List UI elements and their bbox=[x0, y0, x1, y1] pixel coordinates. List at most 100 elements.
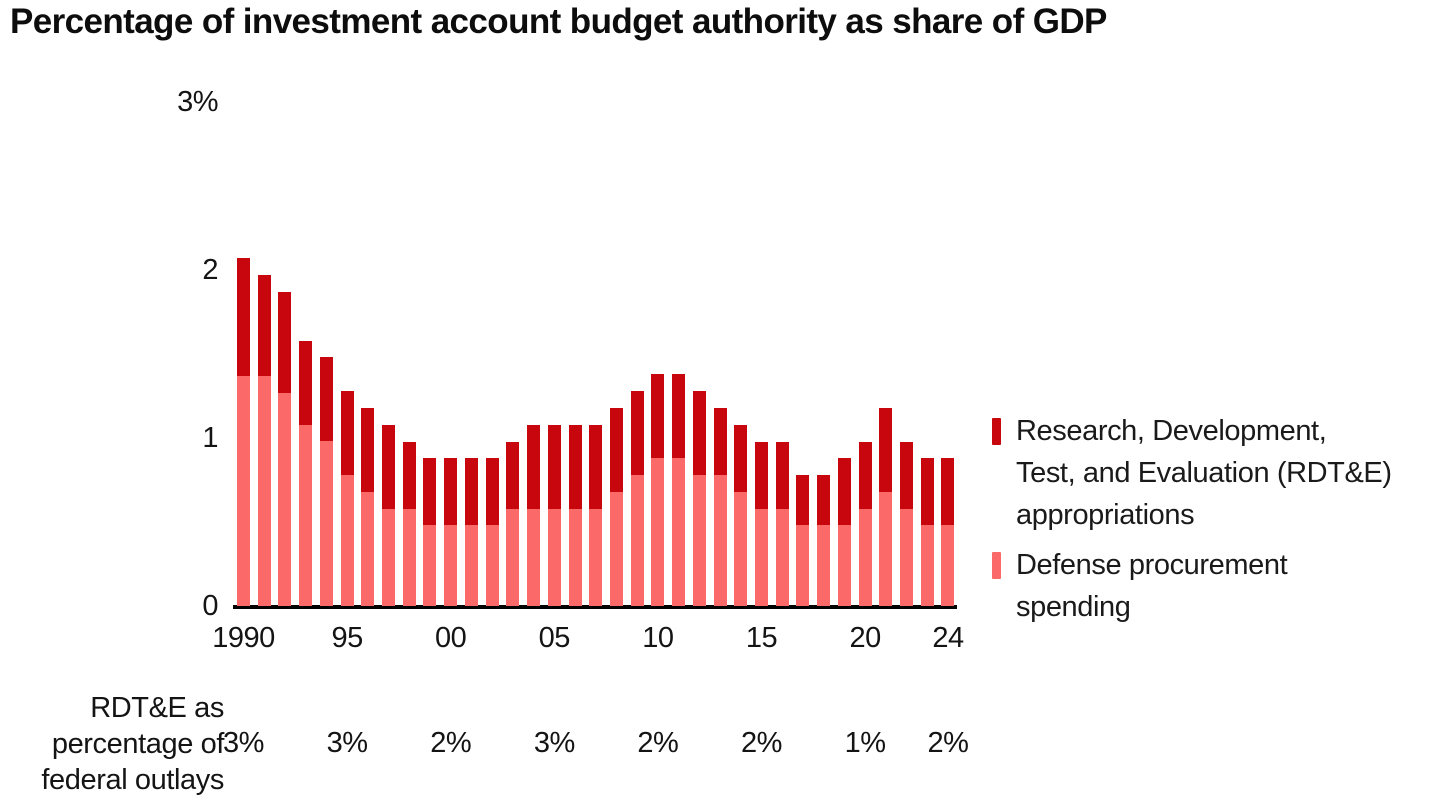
x-tick-label-2015: 15 bbox=[745, 622, 778, 654]
x-tick-label-2010: 10 bbox=[642, 622, 674, 654]
bar-2005 bbox=[547, 425, 561, 606]
bar-1995 bbox=[340, 391, 354, 606]
bar-2010-rdte-segment bbox=[651, 374, 665, 458]
bar-2012 bbox=[692, 391, 706, 606]
bar-2013-rdte-segment bbox=[713, 408, 727, 475]
legend-label-line: appropriations bbox=[1016, 499, 1195, 531]
footnote-value-2000: 2% bbox=[430, 727, 472, 759]
bar-2021-procurement-segment bbox=[879, 492, 893, 606]
bar-2024 bbox=[941, 458, 955, 606]
bar-2009-rdte-segment bbox=[630, 391, 644, 475]
bar-2000-rdte-segment bbox=[444, 458, 458, 525]
bar-2012-procurement-segment bbox=[692, 475, 706, 606]
footnote-value-1990: 3% bbox=[223, 727, 264, 759]
bar-2008-rdte-segment bbox=[609, 408, 623, 492]
bar-2006-procurement-segment bbox=[568, 509, 582, 606]
bar-2015-rdte-segment bbox=[755, 442, 768, 509]
bar-1998-procurement-segment bbox=[402, 509, 416, 606]
bar-2018-rdte-segment bbox=[817, 475, 831, 525]
footnote-label: RDT&E as percentage of federal outlays bbox=[41, 690, 224, 798]
bar-1990-procurement-segment bbox=[237, 376, 250, 606]
bar-2007-rdte-segment bbox=[589, 425, 603, 509]
y-tick-label-2: 2 bbox=[202, 254, 218, 286]
bar-2001-rdte-segment bbox=[464, 458, 478, 525]
bar-2016 bbox=[775, 442, 789, 606]
bar-2003-procurement-segment bbox=[506, 509, 520, 606]
bar-2013-procurement-segment bbox=[713, 475, 727, 606]
bar-2009-procurement-segment bbox=[630, 475, 644, 606]
bar-1998-rdte-segment bbox=[402, 442, 416, 509]
bar-2024-rdte-segment bbox=[941, 458, 955, 525]
footnote-value-2010: 2% bbox=[637, 727, 679, 759]
bar-2016-rdte-segment bbox=[775, 442, 789, 509]
footnote-value-2024: 2% bbox=[927, 727, 969, 759]
chart-title: Percentage of investment account budget … bbox=[10, 2, 1107, 41]
bar-2019 bbox=[837, 458, 851, 606]
footnote-label-line: federal outlays bbox=[41, 764, 224, 796]
bar-1993-rdte-segment bbox=[299, 341, 313, 425]
bar-2020-rdte-segment bbox=[858, 442, 872, 509]
bar-1991 bbox=[257, 275, 271, 606]
bar-1994-rdte-segment bbox=[319, 357, 333, 441]
bar-2014-procurement-segment bbox=[734, 492, 748, 606]
bar-2005-procurement-segment bbox=[547, 509, 561, 606]
bar-2023-rdte-segment bbox=[920, 458, 934, 525]
bar-2015-procurement-segment bbox=[755, 509, 768, 606]
x-tick-label-1990: 1990 bbox=[212, 622, 275, 654]
y-tick-label-1: 1 bbox=[202, 422, 218, 454]
bar-1993-procurement-segment bbox=[299, 425, 313, 606]
bar-1997-rdte-segment bbox=[382, 425, 396, 509]
bar-1994-procurement-segment bbox=[319, 441, 333, 606]
bar-2018-procurement-segment bbox=[817, 525, 831, 606]
bar-2023-procurement-segment bbox=[920, 525, 934, 606]
footnote-label-line: RDT&E as bbox=[90, 692, 224, 724]
footnote-value-1995: 3% bbox=[326, 727, 368, 759]
bar-1995-procurement-segment bbox=[340, 475, 354, 606]
bar-2017 bbox=[796, 475, 810, 606]
bar-1999-procurement-segment bbox=[423, 525, 437, 606]
footnote-value-2015: 2% bbox=[741, 727, 782, 759]
bar-1991-procurement-segment bbox=[257, 376, 271, 606]
bar-1999 bbox=[423, 458, 437, 606]
bar-2022-procurement-segment bbox=[900, 509, 914, 606]
bar-2010-procurement-segment bbox=[651, 458, 665, 606]
bar-1996-procurement-segment bbox=[361, 492, 375, 606]
bar-2016-procurement-segment bbox=[775, 509, 789, 606]
bar-2014 bbox=[734, 425, 748, 606]
bar-2018 bbox=[817, 475, 831, 606]
bar-1992-procurement-segment bbox=[278, 393, 292, 606]
footnote-value-2020: 1% bbox=[844, 727, 886, 759]
bar-2023 bbox=[920, 458, 934, 606]
bar-1997-procurement-segment bbox=[382, 509, 396, 606]
bar-2000 bbox=[444, 458, 458, 606]
bar-2002-rdte-segment bbox=[485, 458, 499, 525]
bar-2004-rdte-segment bbox=[527, 425, 541, 509]
bar-2017-rdte-segment bbox=[796, 475, 810, 525]
bar-1996-rdte-segment bbox=[361, 408, 375, 492]
bar-2010 bbox=[651, 374, 665, 606]
bar-1998 bbox=[402, 442, 416, 606]
bar-2020-procurement-segment bbox=[858, 509, 872, 606]
bar-2006 bbox=[568, 425, 582, 606]
bar-2012-rdte-segment bbox=[692, 391, 706, 475]
bar-2005-rdte-segment bbox=[547, 425, 561, 509]
bar-2007-procurement-segment bbox=[589, 509, 603, 606]
bar-2008 bbox=[609, 408, 623, 606]
y-tick-label-3: 3% bbox=[177, 86, 218, 118]
bar-2001 bbox=[464, 458, 478, 606]
x-tick-label-2024: 24 bbox=[932, 622, 964, 654]
bar-2013 bbox=[713, 408, 727, 606]
bar-1999-rdte-segment bbox=[423, 458, 437, 525]
bar-2003 bbox=[506, 442, 520, 606]
bar-1994 bbox=[319, 357, 333, 606]
x-tick-label-1995: 95 bbox=[331, 622, 363, 654]
bar-2006-rdte-segment bbox=[568, 425, 582, 509]
bar-2003-rdte-segment bbox=[506, 442, 520, 509]
bar-1993 bbox=[299, 341, 313, 606]
x-tick-label-2020: 20 bbox=[849, 622, 881, 654]
bar-2004 bbox=[527, 425, 541, 606]
bar-2014-rdte-segment bbox=[734, 425, 748, 492]
bar-1996 bbox=[361, 408, 375, 606]
